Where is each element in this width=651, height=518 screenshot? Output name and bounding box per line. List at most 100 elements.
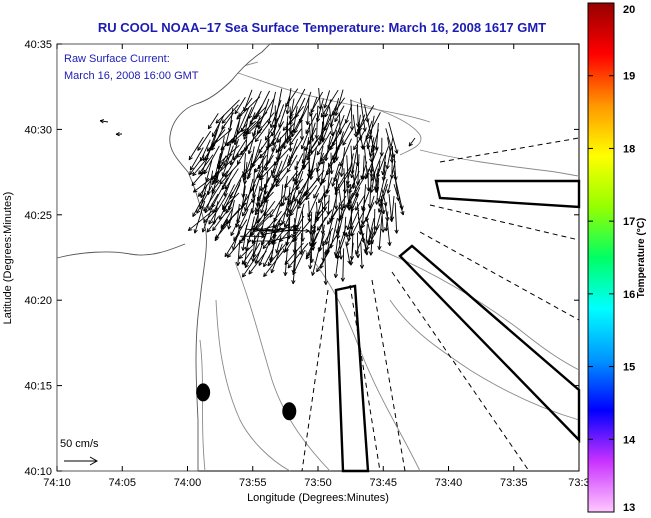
current-vector bbox=[254, 155, 267, 173]
current-vector bbox=[254, 232, 268, 264]
annotation-line-1: Raw Surface Current: bbox=[64, 53, 170, 65]
current-vector bbox=[206, 129, 226, 152]
current-vector bbox=[242, 184, 256, 206]
current-vector bbox=[344, 104, 353, 124]
coastline-bay bbox=[56, 243, 186, 259]
transect-box bbox=[398, 244, 581, 443]
current-vector bbox=[238, 217, 261, 244]
current-vector bbox=[315, 199, 330, 220]
current-vector bbox=[348, 176, 365, 205]
current-vector bbox=[241, 200, 253, 217]
contour-line bbox=[234, 71, 431, 123]
current-vector bbox=[285, 186, 291, 218]
current-vector bbox=[360, 161, 368, 180]
current-vector bbox=[376, 146, 389, 178]
dashed-line bbox=[419, 231, 580, 321]
current-vector bbox=[211, 160, 232, 180]
current-vector bbox=[368, 224, 380, 246]
current-vector bbox=[323, 90, 331, 109]
current-vector bbox=[198, 154, 214, 175]
x-tick-label: 73:55 bbox=[239, 477, 267, 489]
coastline bbox=[56, 43, 272, 472]
y-axis-ticks: 40:10 40:15 40:20 40:25 40:30 40:35 bbox=[24, 39, 579, 478]
current-vector bbox=[288, 105, 305, 125]
current-vector bbox=[353, 129, 366, 151]
current-vector bbox=[203, 184, 221, 212]
colorbar-ticks: 13 14 15 16 17 18 19 20 bbox=[588, 2, 636, 514]
current-vector bbox=[329, 152, 334, 175]
current-vector bbox=[331, 163, 340, 187]
current-vector bbox=[289, 88, 306, 118]
current-vector bbox=[254, 123, 270, 143]
current-vector bbox=[348, 170, 360, 194]
current-vector bbox=[192, 177, 213, 193]
current-vector bbox=[203, 145, 220, 175]
dashed-line bbox=[349, 284, 381, 472]
dashed-line bbox=[391, 271, 530, 472]
current-vector bbox=[271, 131, 281, 152]
current-vector bbox=[292, 218, 313, 243]
colorbar-tick-label: 14 bbox=[623, 434, 636, 446]
colorbar-tick-label: 17 bbox=[623, 216, 635, 228]
dashed-line bbox=[301, 289, 329, 472]
colorbar-tick-label: 18 bbox=[623, 143, 635, 155]
station-dots bbox=[196, 383, 297, 421]
current-vector bbox=[221, 104, 239, 124]
current-vector bbox=[358, 105, 375, 131]
transect-box bbox=[334, 284, 370, 473]
current-vector bbox=[370, 155, 382, 182]
current-vector bbox=[240, 234, 265, 239]
current-vector bbox=[283, 248, 288, 276]
current-vector bbox=[321, 122, 330, 142]
x-tick-label: 74:05 bbox=[108, 477, 136, 489]
contour-line bbox=[419, 149, 580, 177]
current-vector bbox=[355, 233, 365, 255]
current-vector bbox=[335, 121, 351, 152]
current-vector bbox=[281, 175, 288, 207]
current-vector bbox=[211, 114, 225, 138]
current-vector bbox=[334, 105, 345, 123]
current-vector bbox=[232, 120, 257, 143]
current-vector bbox=[256, 98, 275, 128]
current-vector bbox=[287, 243, 309, 269]
annotation-line-2: March 16, 2008 16:00 GMT bbox=[64, 70, 199, 82]
y-tick-label: 40:30 bbox=[24, 124, 52, 136]
current-vector bbox=[196, 185, 213, 214]
current-vector bbox=[234, 96, 246, 115]
current-vector bbox=[236, 96, 261, 120]
current-vector bbox=[217, 153, 233, 170]
station-dot bbox=[196, 383, 211, 402]
contour-line bbox=[379, 249, 580, 371]
current-vector bbox=[284, 242, 304, 265]
current-vector bbox=[294, 153, 304, 171]
x-tick-label: 73:3 bbox=[568, 477, 589, 489]
current-vector bbox=[345, 153, 354, 185]
current-vector bbox=[365, 112, 381, 140]
current-vector bbox=[292, 160, 310, 182]
scale-arrow bbox=[64, 456, 99, 466]
current-vector bbox=[238, 242, 256, 259]
colorbar-label: Temperature (°C) bbox=[636, 218, 647, 299]
current-vector bbox=[224, 168, 239, 190]
current-vector bbox=[263, 250, 284, 278]
current-vector bbox=[207, 113, 219, 130]
contour-line bbox=[349, 99, 422, 156]
current-vector bbox=[408, 137, 416, 147]
y-tick-label: 40:15 bbox=[24, 381, 52, 393]
current-vector bbox=[269, 195, 285, 218]
current-vector bbox=[359, 242, 365, 269]
transect-boxes bbox=[334, 179, 581, 473]
current-vector bbox=[393, 184, 405, 216]
current-vector bbox=[368, 137, 375, 158]
current-vector bbox=[256, 112, 275, 135]
current-vector bbox=[270, 143, 285, 175]
current-vector bbox=[263, 168, 276, 189]
current-vector bbox=[308, 128, 326, 154]
current-vector bbox=[189, 147, 204, 171]
current-vector bbox=[187, 210, 214, 231]
current-vector bbox=[221, 169, 234, 190]
y-axis-label: Latitude (Degrees:Minutes) bbox=[2, 192, 14, 325]
current-vector bbox=[208, 193, 219, 211]
current-vector bbox=[310, 91, 324, 114]
current-vector bbox=[322, 227, 334, 247]
